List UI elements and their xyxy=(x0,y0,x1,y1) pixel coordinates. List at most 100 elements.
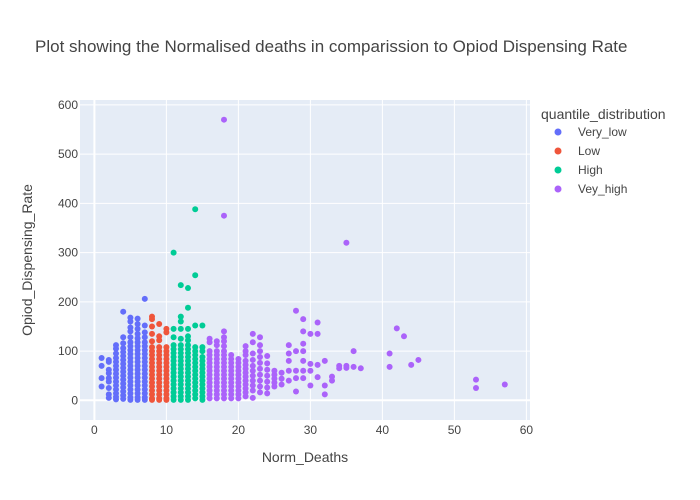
x-tick-label: 50 xyxy=(448,423,462,437)
data-point xyxy=(185,337,191,344)
data-point xyxy=(199,322,206,329)
data-point xyxy=(120,308,127,315)
data-point xyxy=(113,345,119,352)
data-point xyxy=(257,383,263,390)
x-tick-label: 10 xyxy=(160,423,174,437)
data-point xyxy=(105,370,112,377)
data-point xyxy=(336,365,343,372)
data-point xyxy=(113,350,119,357)
data-point xyxy=(307,330,314,337)
data-point xyxy=(257,359,263,366)
data-point xyxy=(314,374,321,381)
data-point xyxy=(149,396,155,403)
x-tick-label: 20 xyxy=(232,423,246,437)
data-point xyxy=(314,361,321,368)
legend-label: Vey_high xyxy=(578,182,627,196)
data-point xyxy=(264,378,271,385)
data-point xyxy=(120,334,127,341)
data-point xyxy=(221,116,227,123)
data-point xyxy=(177,282,184,289)
data-point xyxy=(221,343,227,350)
data-point xyxy=(177,396,184,403)
data-point xyxy=(235,395,242,402)
data-point xyxy=(293,367,299,374)
data-point xyxy=(264,353,271,359)
data-point xyxy=(343,239,350,246)
data-point xyxy=(307,360,314,367)
data-point xyxy=(185,304,191,311)
x-tick-label: 60 xyxy=(520,423,534,437)
data-point xyxy=(293,388,299,395)
data-point xyxy=(177,313,184,320)
data-point xyxy=(386,350,393,357)
data-point xyxy=(221,212,227,219)
data-point xyxy=(134,325,141,332)
data-point xyxy=(249,330,256,337)
legend-marker xyxy=(554,147,562,155)
legend-label: Very_low xyxy=(578,125,627,139)
data-point xyxy=(127,328,134,335)
data-point xyxy=(170,396,177,403)
y-axis-title: Opiod_Dispensing_Rate xyxy=(19,184,35,336)
data-point xyxy=(257,377,263,384)
data-point xyxy=(156,396,163,403)
data-point xyxy=(213,342,220,349)
legend-items: Very_low Low High Vey_high xyxy=(554,125,627,196)
data-point xyxy=(249,350,256,357)
data-point xyxy=(177,325,184,332)
y-tick-label: 600 xyxy=(58,98,78,112)
data-point xyxy=(271,383,278,390)
data-point xyxy=(257,371,263,378)
data-points xyxy=(98,116,508,403)
data-point xyxy=(285,377,292,384)
data-point xyxy=(134,396,141,403)
data-point xyxy=(300,340,307,347)
data-point xyxy=(141,396,148,403)
data-point xyxy=(192,395,199,402)
data-point xyxy=(127,396,134,403)
data-point xyxy=(300,375,307,382)
data-point xyxy=(307,382,314,389)
data-point xyxy=(149,323,155,330)
data-point xyxy=(249,362,256,369)
data-point xyxy=(242,352,249,359)
data-point xyxy=(257,365,263,372)
data-point xyxy=(343,364,350,371)
data-point xyxy=(278,381,285,388)
data-point xyxy=(163,329,170,336)
data-point xyxy=(213,395,220,402)
data-point xyxy=(300,348,307,355)
data-point xyxy=(314,319,321,326)
data-point xyxy=(350,348,357,355)
data-point xyxy=(113,396,119,403)
data-point xyxy=(170,325,177,332)
data-point xyxy=(264,366,271,373)
y-tick-label: 500 xyxy=(58,147,78,161)
data-point xyxy=(329,377,335,384)
data-point xyxy=(228,395,235,402)
data-point xyxy=(300,357,307,364)
data-point xyxy=(149,330,155,337)
data-point xyxy=(98,354,105,361)
data-point xyxy=(249,394,256,401)
data-point xyxy=(98,383,105,390)
data-point xyxy=(249,367,256,374)
data-point xyxy=(285,350,292,357)
data-point xyxy=(300,367,307,374)
data-point xyxy=(120,340,127,347)
data-point xyxy=(393,325,400,332)
data-point xyxy=(134,321,141,327)
data-point xyxy=(141,322,148,329)
data-point xyxy=(278,369,285,376)
x-tick-label: 40 xyxy=(376,423,390,437)
data-point xyxy=(127,334,134,341)
plot-area-background xyxy=(80,100,530,420)
data-point xyxy=(141,329,148,336)
data-point xyxy=(221,338,227,345)
data-point xyxy=(264,360,271,367)
data-point xyxy=(264,372,271,379)
data-point xyxy=(206,395,213,402)
data-point xyxy=(105,358,112,365)
data-point xyxy=(163,396,170,403)
